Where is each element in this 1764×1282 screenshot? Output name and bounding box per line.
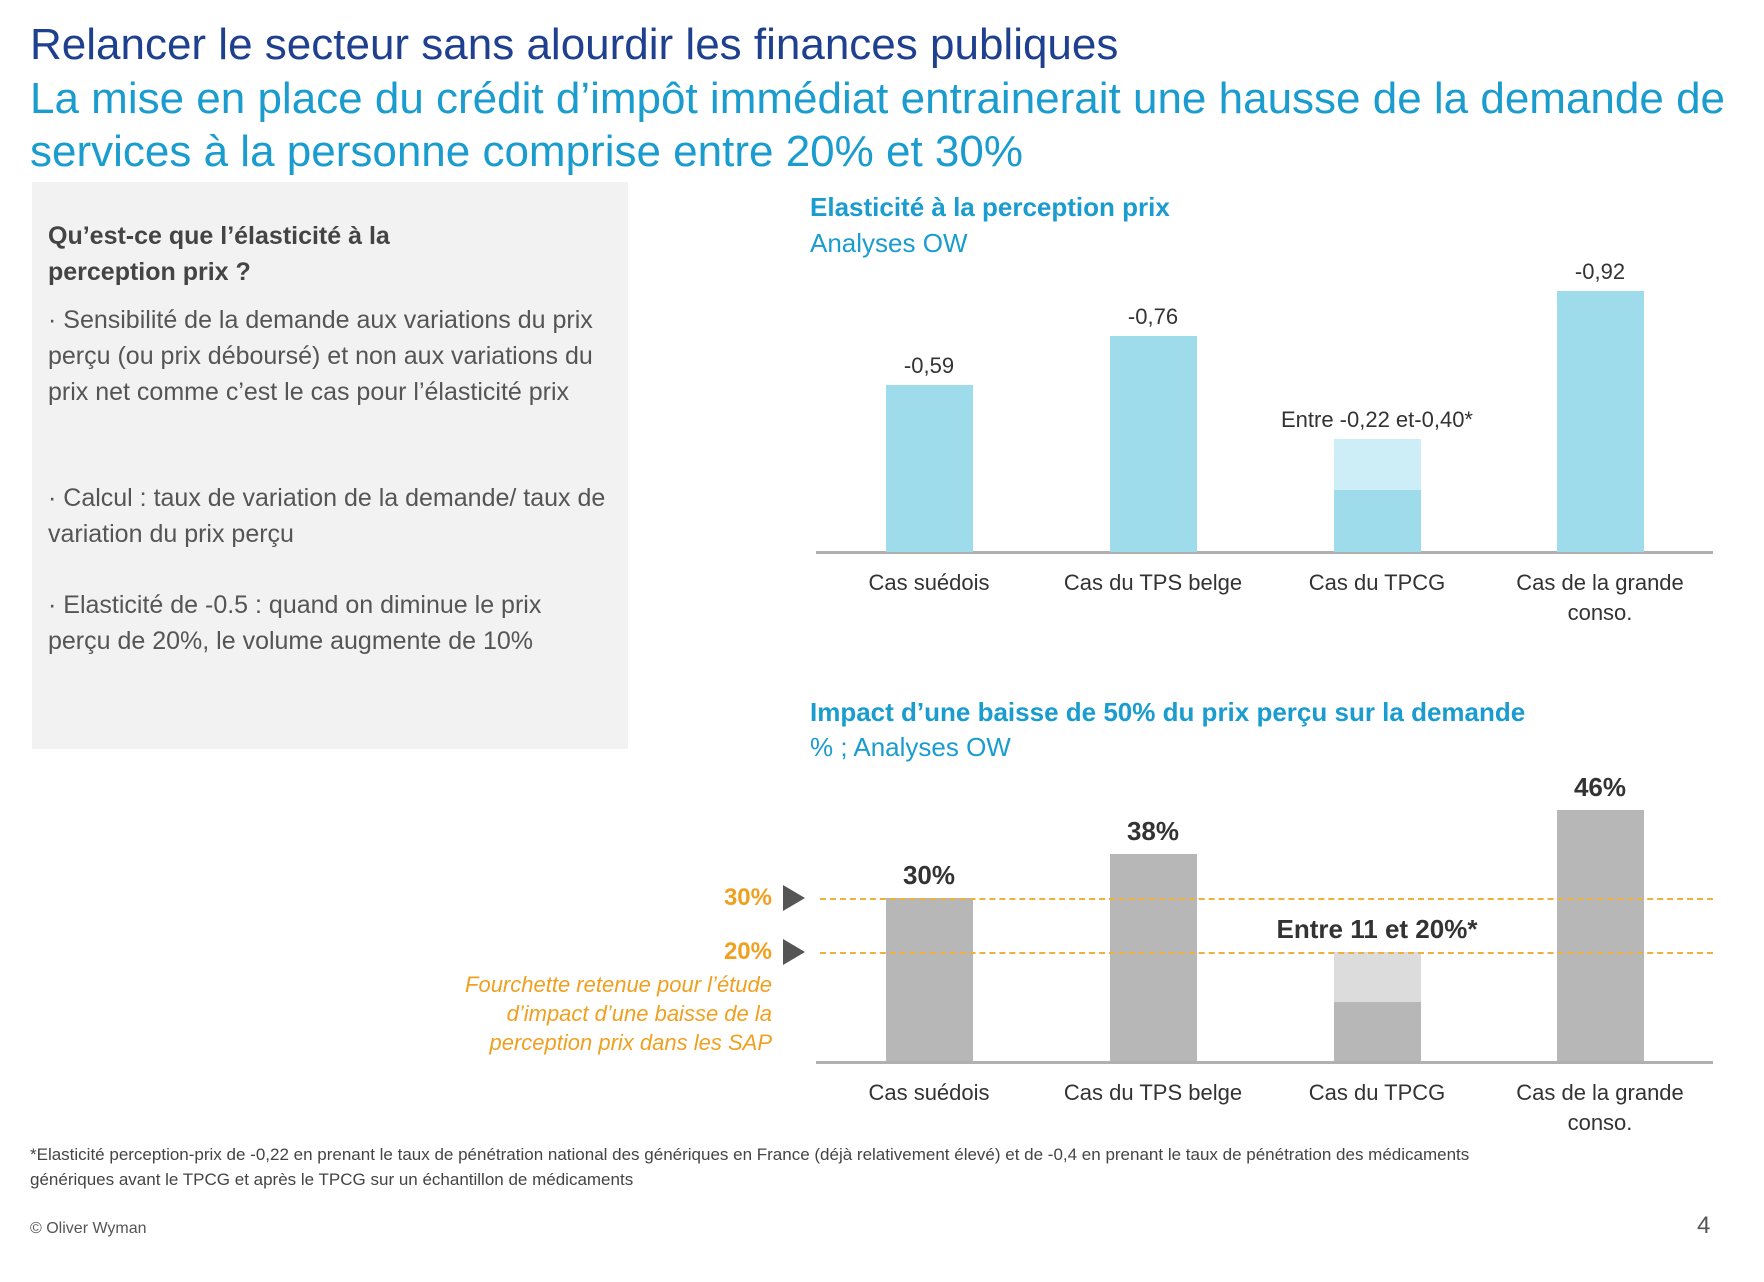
data-label: Entre 11 et 20%* (1276, 914, 1478, 945)
category-label: Cas du TPCG (1308, 1080, 1446, 1105)
reference-line (820, 897, 1713, 900)
bar (1333, 1001, 1421, 1062)
chart2-axis (816, 1061, 1713, 1064)
reference-line (820, 952, 1713, 955)
chart1-axis (816, 551, 1713, 554)
bar (1556, 809, 1644, 1062)
definition-point-2: · Calcul : taux de variation de la deman… (48, 484, 606, 548)
bar (1109, 336, 1197, 552)
category-label: Cas de la grande conso. (1516, 1080, 1684, 1135)
definition-point-1: · Sensibilité de la demande aux variatio… (48, 306, 593, 406)
bar (1109, 853, 1197, 1062)
slide-title: Relancer le secteur sans alourdir les fi… (30, 20, 1119, 69)
chart2-subtitle: % ; Analyses OW (810, 732, 1011, 762)
data-label: 38% (1126, 815, 1180, 846)
chart1-title: Elasticité à la perception prix (810, 192, 1170, 222)
category-label: Cas suédois (868, 570, 990, 595)
bar (885, 897, 973, 1062)
chart2-title: Impact d’une baisse de 50% du prix perçu… (810, 697, 1526, 727)
chart1-subtitle: Analyses OW (810, 228, 968, 258)
data-label: -0,92 (1574, 258, 1626, 284)
copyright: © Oliver Wyman (30, 1220, 147, 1237)
category-label: Cas suédois (868, 1080, 990, 1105)
data-label: -0,59 (903, 352, 955, 378)
data-label: -0,76 (1127, 304, 1179, 330)
reference-label: 20% (723, 938, 772, 966)
data-label: 46% (1573, 771, 1627, 802)
reference-note: Fourchette retenue pour l’étude d’impact… (465, 972, 772, 1055)
data-label: 30% (902, 859, 956, 890)
triangle-marker-icon (783, 939, 805, 966)
footnote-line-2: génériques avant le TPCG et après le TPC… (30, 1170, 634, 1189)
definition-point-3: · Elasticité de -0.5 : quand on diminue … (48, 591, 542, 655)
category-label: Cas de la grande conso. (1516, 570, 1684, 625)
slide-subtitle: La mise en place du crédit d’impôt imméd… (30, 74, 1726, 176)
bar-range (1333, 438, 1421, 490)
data-label: Entre -0,22 et-0,40* (1280, 406, 1473, 432)
page-number: 4 (1697, 1212, 1711, 1239)
footnote-line-1: *Elasticité perception-prix de -0,22 en … (30, 1145, 1470, 1164)
bar (1333, 489, 1421, 552)
triangle-marker-icon (783, 884, 805, 911)
bar (885, 384, 973, 552)
bar-range (1333, 952, 1421, 1002)
definition-question: Qu’est-ce que l’élasticité à la percepti… (48, 222, 390, 286)
category-label: Cas du TPCG (1308, 570, 1446, 595)
definition-box: Qu’est-ce que l’élasticité à la percepti… (32, 182, 628, 749)
category-label: Cas du TPS belge (1063, 570, 1243, 595)
reference-label: 30% (723, 883, 772, 911)
category-label: Cas du TPS belge (1063, 1080, 1243, 1105)
bar (1556, 290, 1644, 552)
